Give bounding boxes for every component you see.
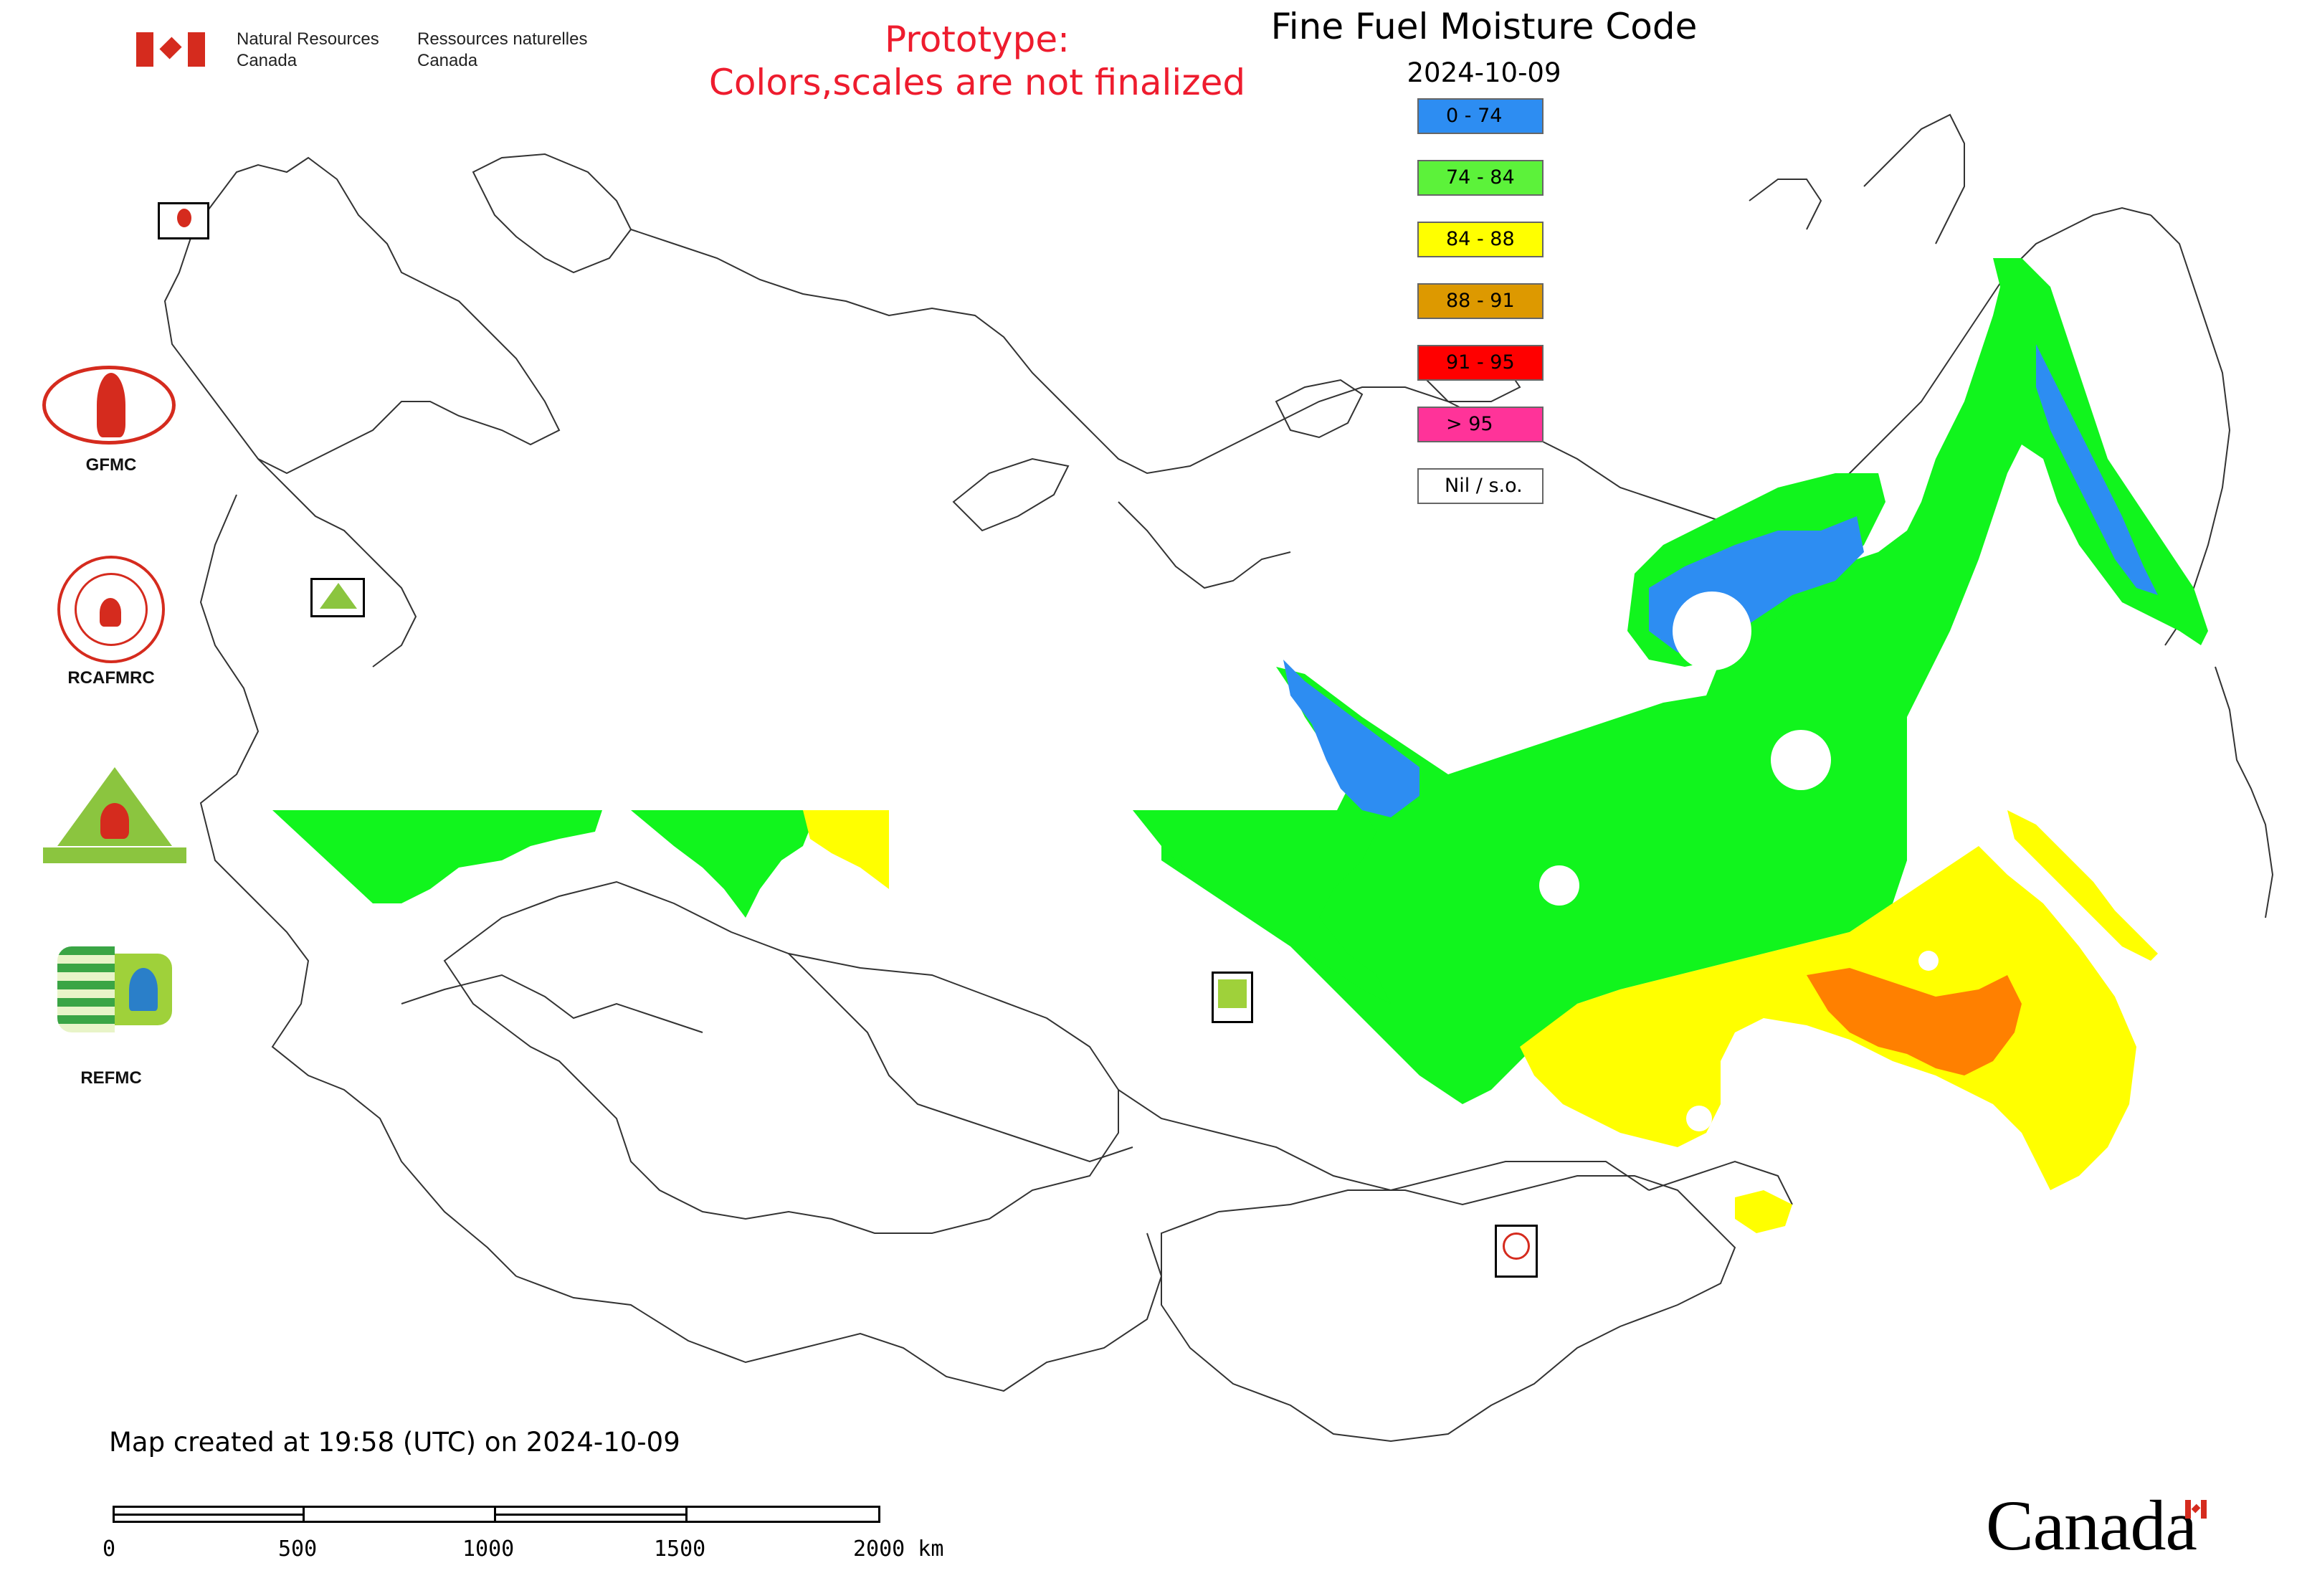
canada-wordmark-text: Canada [1986,1486,2197,1565]
scandinavia-coast [163,156,561,475]
taymyr-coast [1118,501,1291,589]
agency-fr-line2: Canada [417,51,478,70]
lake [1686,1106,1712,1131]
china-north-border [1648,1160,1793,1205]
kazakhstan-outline [443,880,1119,1234]
legend-item-2: 84 - 88 [1417,222,1544,257]
legend-item-1: 74 - 84 [1417,160,1544,196]
rcafmrc-label: RCAFMRC [67,668,155,688]
reefmc-logo [36,767,194,868]
rcafmrc-logo [57,556,165,663]
lake-holes [1539,592,1939,1131]
map-marker-refmc-icon [1212,972,1253,1023]
map-created-timestamp: Map created at 19:58 (UTC) on 2024-10-09 [109,1427,680,1458]
legend-item-4: 91 - 95 [1417,345,1544,381]
ffmc-yellow-west-strip2 [803,810,889,889]
scale-bar-segment [303,1506,496,1523]
alaska-outline [1863,113,1965,244]
ffmc-data-layer [272,258,2208,1233]
prototype-disclaimer: Colors,scales are not finalized [708,62,1246,103]
nrcan-flag-icon [136,32,205,67]
arctic-coast [630,229,1779,546]
lake [1918,951,1939,971]
lake [1771,730,1831,790]
ffmc-blue-west-siberia [1283,660,1419,817]
agency-fr-line1: Ressources naturelles [417,29,588,49]
legend-item-6: Nil / s.o. [1417,468,1544,504]
severnaya-zemlya [1275,379,1364,439]
map-marker-reefmc-icon [310,578,365,617]
ffmc-yellow-sakhalin [2007,810,2158,961]
kola-coast [472,153,632,274]
legend-item-5: > 95 [1417,407,1544,442]
ffmc-green-main [1161,258,2208,1104]
caucasus-outline [401,974,703,1033]
canada-wordmark-flag-icon [2185,1500,2207,1519]
russia-south-border [1118,1089,1650,1192]
ffmc-orange-amur [1807,968,2022,1075]
scale-label-0: 0 [103,1536,116,1562]
ffmc-green-west-strip2 [631,810,817,918]
ffmc-green-central-strip [1133,810,1391,1004]
scale-bar-segment [685,1506,880,1523]
country-borders [163,113,2274,1443]
greenland-outline [1749,179,1822,230]
prototype-label: Prototype: [884,19,1070,60]
europe-west-outline [199,494,517,1277]
ffmc-green-west-strip1 [272,810,602,903]
scale-bar-segment [494,1506,688,1523]
scale-label-1000: 1000 [462,1536,515,1562]
agency-en-line1: Natural Resources [237,29,379,49]
ffmc-yellow-transbaikal [1735,1190,1792,1233]
scale-label-1500: 1500 [654,1536,706,1562]
scale-label-500: 500 [278,1536,318,1562]
lake [1673,592,1751,670]
refmc-label: REFMC [80,1068,142,1088]
map-date: 2024-10-09 [1407,57,1561,88]
canada-wordmark: Canada [1986,1484,2230,1570]
inner-asia-line [788,953,1133,1163]
lake [1539,865,1579,906]
baltic-states-outline [257,458,417,668]
gfmc-label: GFMC [85,455,137,475]
ffmc-blue-kamchatka [2036,344,2158,595]
refmc-logo [57,946,172,1032]
agency-en-line2: Canada [237,51,298,70]
scale-label-2000-km: 2000 km [853,1536,944,1562]
ffmc-yellow-south [1520,846,2136,1190]
map-title: Fine Fuel Moisture Code [1270,6,1698,47]
legend-item-0: 0 - 74 [1417,98,1544,134]
novaya-zemlya [952,457,1070,532]
sakhalin-hokkaido [2215,666,2274,918]
legend-item-3: 88 - 91 [1417,283,1544,319]
central-asia-outline [515,1232,1163,1392]
mongolia-outline [1161,1175,1736,1443]
gfmc-logo [39,366,183,452]
scale-bar-segment [113,1506,305,1523]
map-marker-rcafmrc-icon [1495,1225,1538,1278]
map-marker-gfmc-icon [158,202,209,239]
